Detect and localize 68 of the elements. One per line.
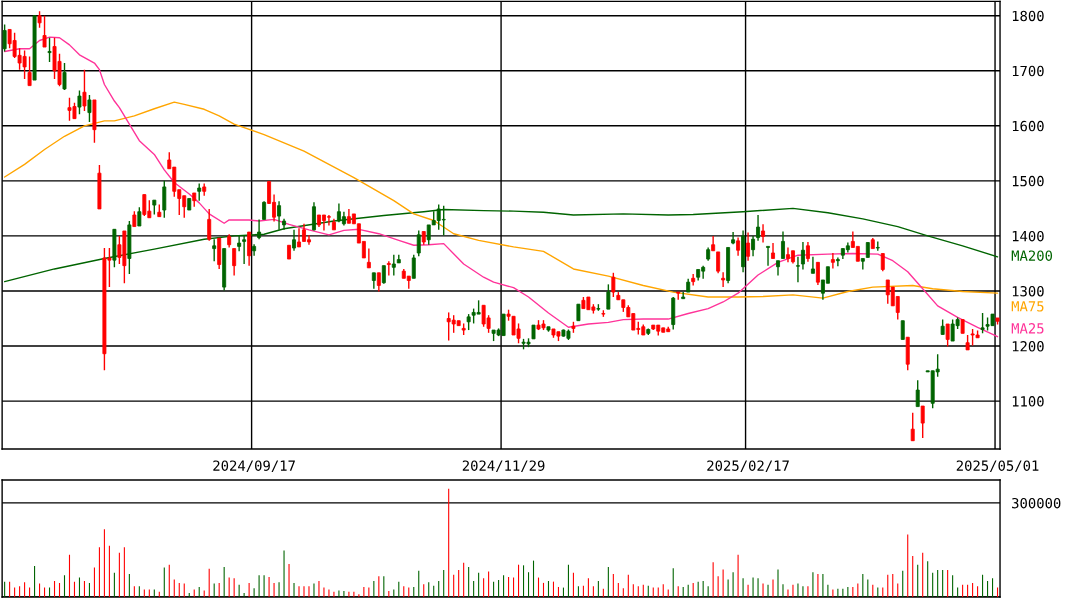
candlestick <box>2 23 7 53</box>
candlestick <box>721 271 726 288</box>
candlestick <box>386 260 391 277</box>
candlestick <box>860 257 865 271</box>
series-label: MA75 <box>1011 301 1044 312</box>
candlestick <box>292 229 296 252</box>
series-label: MA200 <box>1011 250 1053 261</box>
y-tick-label: 1700 <box>1012 65 1044 77</box>
candlestick <box>781 230 785 260</box>
candlestick <box>835 256 840 267</box>
candlestick <box>800 241 805 271</box>
y-tick-label: 1600 <box>1012 120 1044 132</box>
candlestick <box>805 241 810 263</box>
candlestick <box>810 256 815 275</box>
candlestick <box>606 283 611 310</box>
candlestick <box>411 253 416 280</box>
candlestick <box>766 245 770 267</box>
x-tick-label: 2025/02/17 <box>707 460 789 473</box>
y-tick-label: 1800 <box>1012 10 1044 22</box>
candlestick <box>761 223 765 244</box>
candlestick <box>910 411 915 442</box>
candlestick <box>900 320 905 341</box>
candlestick <box>746 231 751 262</box>
candlestick <box>77 89 82 115</box>
candlestick <box>212 238 217 262</box>
line-series <box>3 101 999 299</box>
candlestick <box>376 272 381 293</box>
x-tick-label: 2025/05/01 <box>956 460 1039 473</box>
candlestick <box>945 323 950 348</box>
candlestick <box>207 208 212 242</box>
y-tick-label: 1200 <box>1012 341 1044 352</box>
candlestick <box>381 264 386 285</box>
candlestick <box>232 247 237 277</box>
candlestick <box>47 37 52 63</box>
y-tick-label: 1500 <box>1012 175 1044 187</box>
candlestick <box>915 379 920 408</box>
candlestick <box>751 235 756 257</box>
candlestick <box>736 236 741 257</box>
candlestick <box>137 206 142 227</box>
candlestick <box>242 235 247 265</box>
candlestick <box>237 235 242 253</box>
candlestick <box>82 68 87 112</box>
y-tick-label: 1400 <box>1012 230 1044 242</box>
y-tick-label: 300000 <box>1012 497 1061 509</box>
candlestick <box>87 94 92 123</box>
y-tick-label: 1300 <box>1012 285 1044 297</box>
candlestick <box>162 180 167 219</box>
series-label: MA25 <box>1011 323 1044 334</box>
candlestick <box>416 229 421 257</box>
candlestick <box>611 272 616 298</box>
candlestick <box>262 200 267 221</box>
x-tick-label: 2024/09/17 <box>213 460 295 473</box>
x-tick-label: 2024/11/29 <box>462 460 545 473</box>
candlestick <box>326 214 331 227</box>
candlestick <box>815 261 820 286</box>
candlestick <box>366 247 371 269</box>
candlestick <box>247 231 252 267</box>
candlestick <box>980 312 985 335</box>
candlestick <box>42 14 47 48</box>
candlestick <box>62 62 67 91</box>
candlestick <box>756 214 761 242</box>
candlestick <box>920 405 925 439</box>
y-tick-label: 1100 <box>1012 396 1044 407</box>
candlestick <box>830 252 835 270</box>
candlestick <box>257 218 262 240</box>
candlestick <box>716 251 721 275</box>
candlestick <box>27 55 32 87</box>
candlestick <box>795 256 800 283</box>
